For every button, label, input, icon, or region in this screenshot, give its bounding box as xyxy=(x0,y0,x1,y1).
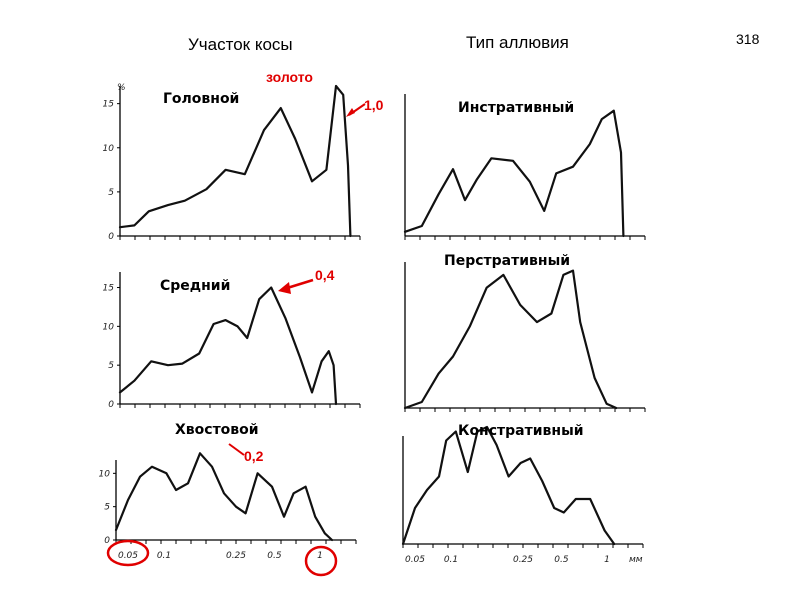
panel-title-perstrative: Перстративный xyxy=(444,253,570,269)
y-tick-label-tail: 5 xyxy=(104,503,110,513)
curve-tail xyxy=(114,452,334,542)
x-unit-label: мм xyxy=(629,555,643,565)
head-value-annotation: 1,0 xyxy=(364,97,384,113)
circle-1 xyxy=(304,545,338,577)
circle-0-05 xyxy=(106,539,150,567)
x-tick-label-tail: 0.25 xyxy=(226,551,246,561)
middle-arrow-head xyxy=(278,282,291,294)
panel-title-constrative: Констративный xyxy=(458,423,584,439)
panel-tail: 0 5 10 Хвостовой 0.05 0.1 0.25 0.5 1 xyxy=(99,422,357,561)
panel-title-head: Головной xyxy=(163,91,239,107)
x-tick-label-constrative: 0.1 xyxy=(444,555,458,565)
alluvium-type-header: Тип аллювия xyxy=(466,33,569,52)
y-tick-label-tail: 10 xyxy=(99,469,111,479)
x-tick-label-tail: 0.1 xyxy=(157,551,171,561)
tail-marker xyxy=(228,443,245,456)
curve-head xyxy=(118,84,352,238)
annotations: золото 1,0 0,4 0,2 xyxy=(106,69,384,577)
y-tick-label-middle: 10 xyxy=(103,322,115,332)
curve-instrative xyxy=(403,109,625,238)
panel-instrative: Инстративный xyxy=(403,94,646,240)
x-tick-label-constrative: 0.5 xyxy=(554,555,569,565)
panel-title-middle: Средний xyxy=(160,278,230,294)
x-tick-label-tail: 0.5 xyxy=(267,551,282,561)
x-tick-label-constrative: 0.05 xyxy=(405,555,425,565)
y-tick-label-head: 10 xyxy=(103,144,115,154)
panel-title-tail: Хвостовой xyxy=(175,422,259,438)
panel-constrative: Констративный 0.05 0.1 0.25 0.5 1 мм xyxy=(401,423,644,565)
y-tick-label-head: 5 xyxy=(108,188,114,198)
curve-perstrative xyxy=(403,269,618,410)
middle-value-annotation: 0,4 xyxy=(315,267,335,283)
x-tick-label-constrative: 0.25 xyxy=(513,555,533,565)
panel-head: 0 5 10 15 Головной xyxy=(103,84,361,242)
head-arrow-head xyxy=(346,108,355,117)
panel-perstrative: Перстративный xyxy=(403,253,646,412)
y-tick-label-middle: 5 xyxy=(108,361,114,371)
y-tick-label-head: 0 xyxy=(108,232,114,242)
y-tick-label-tail: 0 xyxy=(104,536,110,546)
panel-title-instrative: Инстративный xyxy=(458,100,574,116)
gold-annotation: золото xyxy=(266,69,313,85)
y-tick-label-middle: 15 xyxy=(103,284,115,294)
curve-middle xyxy=(118,286,338,406)
section-header: Участок косы xyxy=(188,35,293,54)
x-tick-label-tail: 0.05 xyxy=(118,551,138,561)
y-axis-label: % xyxy=(117,83,126,93)
y-tick-label-head: 15 xyxy=(103,100,115,110)
x-tick-label-constrative: 1 xyxy=(604,555,610,565)
tail-value-annotation: 0,2 xyxy=(244,448,264,464)
panel-middle: 0 5 10 15 Средний xyxy=(103,272,361,410)
page-number: 318 xyxy=(736,31,760,47)
y-tick-label-middle: 0 xyxy=(108,400,114,410)
curve-constrative xyxy=(401,425,616,546)
x-tick-label-tail: 1 xyxy=(317,551,323,561)
